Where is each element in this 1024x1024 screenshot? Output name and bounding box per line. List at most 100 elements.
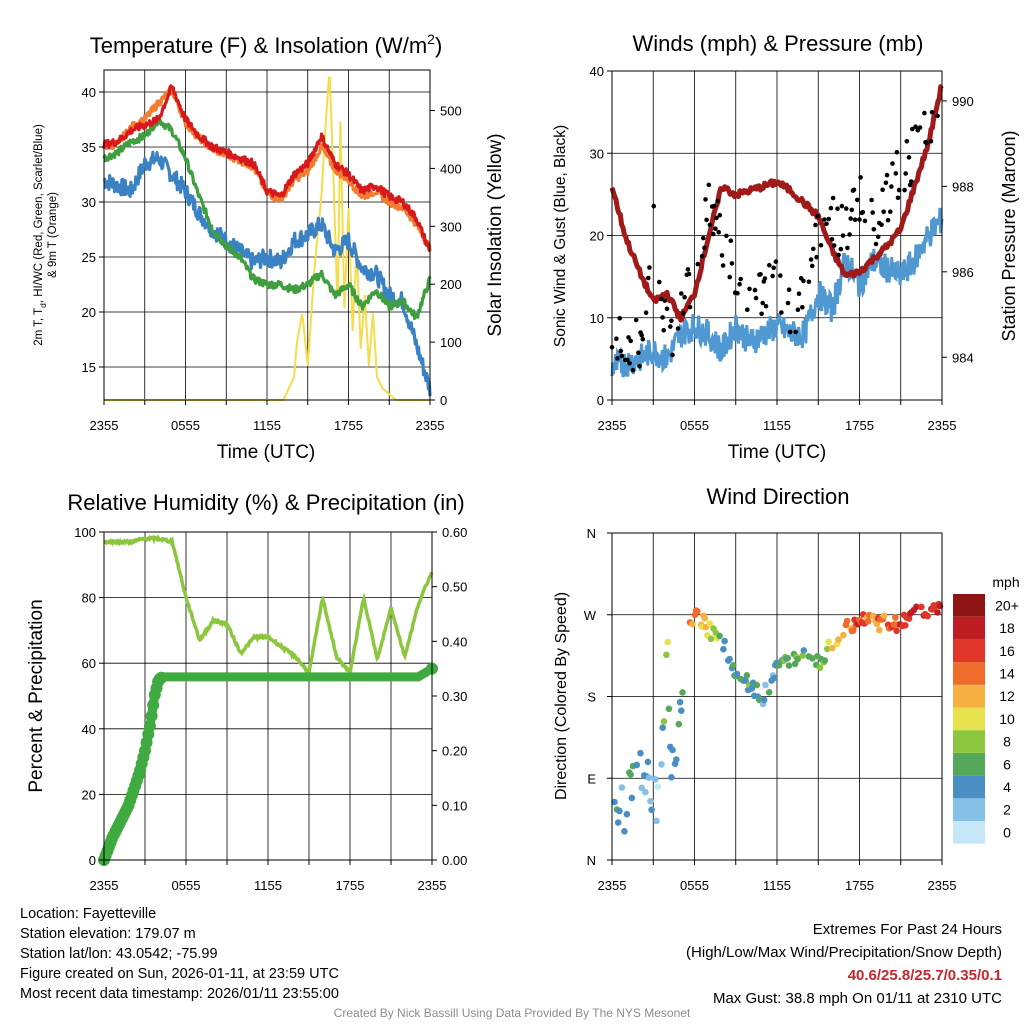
direction-series	[611, 600, 944, 835]
gust-point	[647, 265, 652, 270]
x-tick-label: 2355	[928, 418, 957, 433]
temperature-title: Temperature (F) & Insolation (W/m2)	[90, 31, 443, 58]
gust-point	[727, 274, 732, 280]
gust-point	[661, 328, 666, 333]
direction-point	[924, 612, 931, 620]
gust-point	[847, 232, 852, 237]
gust-point	[815, 213, 820, 219]
winds-ylabel-right: Station Pressure (Maroon)	[999, 130, 1019, 341]
gust-point	[778, 273, 783, 278]
gust-point	[924, 140, 929, 146]
elevation-text: Station elevation: 179.07 m	[20, 926, 196, 942]
humidity-title: Relative Humidity (%) & Precipitation (i…	[67, 490, 464, 515]
winds-title: Winds (mph) & Pressure (mb)	[633, 31, 924, 56]
gust-point	[922, 110, 927, 116]
humidity-ticks: 2355 0555 1155 1755 2355 0 20 40 60 80 100 0.00 0.10…	[74, 525, 467, 893]
gust-point	[873, 241, 879, 247]
y-tick-label: E	[587, 771, 596, 786]
direction-point	[637, 749, 644, 757]
gust-point	[849, 207, 855, 213]
x-tick-label: 2355	[928, 878, 957, 893]
y-tick-label: N	[587, 853, 596, 868]
direction-point	[654, 783, 662, 790]
direction-point	[829, 644, 836, 652]
gust-point	[851, 187, 857, 193]
gust-point	[785, 300, 791, 306]
colorbar-swatch	[953, 616, 985, 640]
y-tick-label: 30	[82, 195, 96, 210]
colorbar-label: 8	[1003, 734, 1011, 750]
extremes-info: Extremes For Past 24 Hours (High/Low/Max…	[686, 918, 1002, 1010]
gust-point	[928, 139, 934, 144]
gust-point	[728, 238, 734, 243]
direction-point	[675, 720, 683, 728]
gust-point	[773, 259, 779, 264]
station-info: Location: Fayetteville Station elevation…	[20, 904, 339, 1004]
x-tick-label: 0555	[680, 878, 709, 893]
gust-point	[883, 180, 889, 186]
gust-point	[907, 182, 913, 188]
gust-point	[619, 353, 625, 359]
gust-point	[712, 203, 717, 209]
colorbar-label: 12	[999, 688, 1015, 704]
colorbar-label: 18	[999, 620, 1015, 636]
gust-point	[902, 187, 907, 193]
y-tick-label-right: 0.20	[442, 744, 467, 759]
gust-point	[862, 218, 868, 224]
x-tick-label: 0555	[171, 418, 200, 433]
gust-point	[747, 286, 752, 292]
winds-xlabel: Time (UTC)	[728, 442, 827, 463]
y-tick-label: 25	[82, 250, 96, 265]
x-tick-label: 1755	[845, 418, 874, 433]
direction-grid	[612, 533, 942, 860]
colorbar-swatch	[953, 594, 985, 617]
colorbar-label: 20+	[995, 597, 1019, 613]
gust-point	[681, 311, 686, 316]
direction-point	[642, 788, 649, 796]
direction-point	[633, 761, 641, 769]
gust-point	[630, 367, 636, 373]
y-tick-label: 20	[590, 229, 604, 244]
gust-point	[637, 364, 642, 369]
gust-point	[762, 276, 768, 281]
gust-point	[714, 215, 719, 221]
direction-point	[892, 614, 899, 621]
gust-point	[855, 197, 860, 203]
gust-point	[800, 305, 805, 310]
gust-point	[811, 246, 816, 252]
gust-point	[829, 237, 835, 242]
extremes-values: 40.6/25.8/25.7/0.35/0.1	[847, 967, 1002, 984]
gust-point	[729, 261, 735, 266]
direction-title: Wind Direction	[706, 484, 849, 509]
gust-point	[717, 212, 723, 218]
direction-point	[730, 662, 737, 669]
x-tick-label: 2355	[598, 418, 627, 433]
gust-point	[917, 125, 923, 130]
colorbar-swatch	[953, 730, 985, 753]
y-tick-label-right: 0.10	[442, 798, 467, 813]
temperature-ylabel-left-line1: 2m T, Td, HI/WC (Red, Green, Scarlet/Blu…	[33, 124, 48, 346]
y-tick-label: 20	[82, 305, 96, 320]
gust-point	[830, 195, 836, 201]
x-tick-label: 0555	[172, 878, 201, 893]
y-tick-label-right: 0.50	[442, 580, 467, 595]
direction-point	[627, 771, 634, 778]
gust-point	[763, 303, 769, 309]
gust-point	[852, 217, 858, 222]
direction-point	[673, 756, 680, 763]
direction-point	[864, 618, 872, 625]
gust-point	[893, 171, 899, 176]
y-tick-label-right: 0.30	[442, 689, 467, 704]
gust-point	[686, 271, 692, 277]
direction-point	[850, 627, 857, 634]
direction-point	[893, 627, 900, 635]
gust-point	[639, 332, 644, 338]
y-tick-label-right: 0.60	[442, 525, 467, 540]
direction-point	[753, 681, 761, 689]
direction-point	[658, 761, 665, 768]
direction-point	[902, 622, 909, 629]
gust-point	[844, 206, 849, 211]
y-tick-label-right: 300	[440, 219, 462, 234]
direction-point	[652, 776, 659, 783]
gust-point	[687, 304, 693, 310]
